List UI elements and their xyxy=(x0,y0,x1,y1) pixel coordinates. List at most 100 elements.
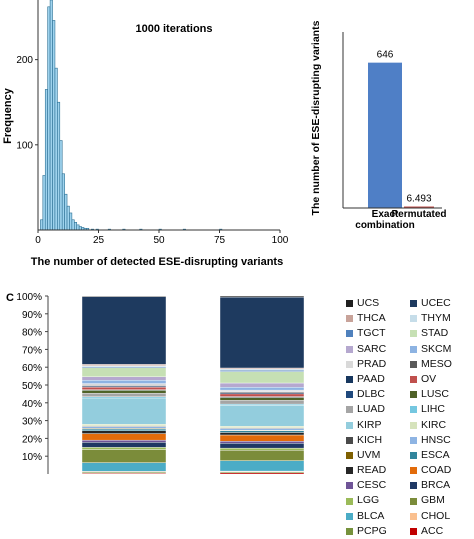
stacked-segment-esca xyxy=(219,430,305,433)
stacked-bar-axes: 10% 20% 30% 40% 50% 60% 70% 80% 90% 100% xyxy=(16,292,49,474)
stacked-segment-stad xyxy=(81,367,167,378)
stacked-y-tick-label: 60% xyxy=(22,363,42,374)
legend-item-lihc: LIHC xyxy=(410,402,474,417)
legend-label: KIRC xyxy=(421,418,447,431)
histogram-x-axis-label: The number of detected ESE-disrupting va… xyxy=(31,256,283,268)
legend-swatch xyxy=(346,451,353,459)
legend-label: THYM xyxy=(421,312,451,325)
stacked-segment-kirc xyxy=(219,426,305,429)
legend-item-uvm: UVM xyxy=(346,448,410,463)
histogram-panel: 1000 iterations Frequency The number of … xyxy=(2,0,289,268)
histogram-bar xyxy=(47,6,51,231)
stacked-segment-lusc xyxy=(81,390,167,394)
legend-label: ACC xyxy=(421,524,444,537)
legend-swatch xyxy=(410,391,417,399)
histogram-bar xyxy=(54,67,58,231)
histogram-bar xyxy=(78,226,82,231)
legend-item-cesc: CESC xyxy=(346,478,410,493)
stacked-bar-panel: C 10% 20% 30% 40% 50% 60% 70% 80% 90% 100% xyxy=(6,292,305,474)
histogram-bar xyxy=(69,212,73,231)
legend-item-acc: ACC xyxy=(410,524,474,539)
legend-swatch xyxy=(346,467,353,475)
stacked-segment-coad xyxy=(81,433,167,441)
histogram-bar xyxy=(49,0,53,231)
legend-label: ESCA xyxy=(421,448,450,461)
stacked-segment-read xyxy=(81,430,167,434)
legend-label: LIHC xyxy=(421,403,445,416)
legend-swatch xyxy=(346,406,353,414)
legend-swatch xyxy=(346,300,353,308)
stacked-segment-blca xyxy=(219,460,305,472)
legend-label: PRAD xyxy=(357,357,387,370)
legend-swatch xyxy=(410,482,417,490)
legend-item-coad: COAD xyxy=(410,463,474,478)
bar-chart-bar xyxy=(404,206,434,208)
legend-swatch xyxy=(410,406,417,414)
legend-swatch xyxy=(346,512,353,520)
panel-label-c: C xyxy=(6,292,14,304)
legend-item-skcm: SKCM xyxy=(410,342,474,357)
legend-swatch xyxy=(410,421,417,429)
legend-label: CHOL xyxy=(421,509,451,522)
legend-label: OV xyxy=(421,372,437,385)
legend-label: SARC xyxy=(357,342,387,355)
legend-swatch xyxy=(346,497,353,505)
legend-swatch xyxy=(410,315,417,323)
legend-swatch xyxy=(346,330,353,338)
stacked-segment-ucs xyxy=(219,295,305,298)
stacked-y-tick-label: 50% xyxy=(22,381,42,392)
stacked-segment-sarc xyxy=(81,376,167,381)
legend-swatch xyxy=(346,421,353,429)
bar-chart-category-label: Exact combination xyxy=(355,209,414,231)
legend-label: KIRP xyxy=(357,418,382,431)
stacked-segment-kirp xyxy=(219,405,305,427)
bar-chart-y-axis-label: The number of ESE-disrupting variants xyxy=(310,20,322,215)
histogram-axes: 0 25 50 75 100 100 200 xyxy=(16,0,289,246)
legend-swatch xyxy=(410,467,417,475)
legend-label: BLCA xyxy=(357,509,385,522)
histogram-x-tick-label: 25 xyxy=(93,235,105,246)
stacked-segment-sarc xyxy=(219,382,305,388)
stacked-segment-ucec xyxy=(81,296,167,365)
legend-label: TGCT xyxy=(357,327,386,340)
histogram-bar xyxy=(59,140,63,231)
legend-item-kirc: KIRC xyxy=(410,418,474,433)
stacked-segment-ov xyxy=(81,386,167,390)
stacked-y-tick-label: 90% xyxy=(22,310,42,321)
legend-item-kich: KICH xyxy=(346,433,410,448)
legend-swatch xyxy=(346,360,353,368)
legend-item-blca: BLCA xyxy=(346,509,410,524)
stacked-bars xyxy=(81,295,305,474)
histogram-bar xyxy=(66,205,70,231)
legend-item-esca: ESCA xyxy=(410,448,474,463)
stacked-segment-brca xyxy=(81,442,167,448)
legend-label: DLBC xyxy=(357,388,386,401)
histogram-y-tick-label: 100 xyxy=(16,140,33,151)
legend-label: PCPG xyxy=(357,524,387,537)
stacked-segment-gbm xyxy=(219,450,305,461)
legend-label: UCS xyxy=(357,297,380,309)
legend-item-ucs: UCS xyxy=(346,296,410,311)
stacked-segment-gbm xyxy=(81,449,167,463)
legend-item-prad: PRAD xyxy=(346,357,410,372)
histogram-bar xyxy=(74,222,78,231)
bar-chart-category-label: Permutated xyxy=(391,209,446,220)
legend-item-dlbc: DLBC xyxy=(346,387,410,402)
stacked-segment-skcm xyxy=(81,380,167,384)
histogram-y-axis-label: Frequency xyxy=(2,87,14,144)
legend-label: GBM xyxy=(421,494,445,507)
legend-swatch xyxy=(410,451,417,459)
legend-item-hnsc: HNSC xyxy=(410,433,474,448)
stacked-segment-blca xyxy=(81,462,167,472)
legend-item-gbm: GBM xyxy=(410,493,474,508)
legend-item-kirp: KIRP xyxy=(346,418,410,433)
stacked-segment-coad xyxy=(219,434,305,442)
legend-item-paad: PAAD xyxy=(346,372,410,387)
stacked-segment-cesc xyxy=(81,439,167,443)
bar-chart-bars: 646 6.493 xyxy=(368,50,434,209)
histogram-bar xyxy=(44,89,48,231)
histogram-bar xyxy=(61,173,65,231)
legend-swatch xyxy=(346,482,353,490)
stacked-segment-ov xyxy=(219,393,305,397)
legend-label: SKCM xyxy=(421,342,452,355)
